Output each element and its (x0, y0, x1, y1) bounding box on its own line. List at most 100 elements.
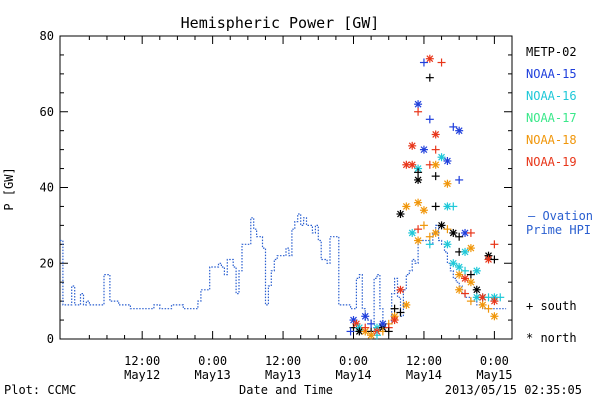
north-point (472, 285, 481, 294)
point-stroke (379, 320, 387, 328)
satellite-points (346, 54, 505, 340)
point-stroke (467, 278, 475, 286)
point-stroke (444, 203, 451, 210)
y-tick-label: 0 (47, 332, 54, 346)
point-stroke (455, 127, 463, 135)
south-point (384, 327, 393, 336)
north-point (390, 316, 399, 325)
south-point (419, 221, 428, 230)
south-point (466, 270, 475, 279)
x-tick-time: 12:00 (124, 354, 160, 368)
south-point (431, 145, 440, 154)
north-point (461, 274, 470, 283)
point-stroke (473, 293, 481, 301)
point-stroke (444, 180, 451, 188)
point-stroke (485, 256, 492, 263)
point-stroke (414, 237, 422, 244)
north-point (367, 331, 376, 340)
point-stroke (426, 55, 434, 63)
north-point (425, 54, 434, 63)
north-point (455, 263, 464, 272)
point-stroke (408, 161, 416, 169)
north-point (431, 228, 440, 237)
x-tick-date: May15 (476, 368, 512, 382)
south-point (466, 297, 475, 306)
point-stroke (408, 142, 416, 150)
south-point (425, 240, 434, 249)
x-tick-time: 0:00 (480, 354, 509, 368)
legend: METP-02 NOAA-15 NOAA-16 NOAA-17 NOAA-18 NOAA-… (526, 45, 577, 169)
south-point (449, 202, 458, 211)
point-stroke (414, 176, 422, 184)
point-stroke (490, 312, 498, 320)
marker-north-label: * north (526, 331, 577, 345)
south-point (437, 58, 446, 67)
x-tick-time: 0:00 (339, 354, 368, 368)
point-stroke (420, 146, 428, 154)
plot-frame (59, 35, 513, 340)
y-tick-label: 20 (40, 256, 54, 270)
x-tick-date: May13 (195, 368, 231, 382)
south-point (490, 240, 499, 249)
north-point (431, 160, 440, 169)
south-point (367, 319, 376, 328)
point-stroke (461, 248, 469, 256)
north-point (490, 297, 499, 306)
north-point (361, 312, 370, 321)
north-point (414, 175, 423, 184)
north-point (455, 285, 464, 294)
point-stroke (391, 316, 399, 324)
x-axis: 12:00May120:00May1312:00May130:00May1412… (88, 36, 512, 382)
point-stroke (350, 316, 357, 324)
point-stroke (408, 229, 416, 237)
point-stroke (367, 331, 375, 339)
south-point (396, 308, 405, 317)
point-stroke (355, 328, 363, 335)
legend-item: NOAA-17 (526, 111, 577, 125)
x-tick-date: May13 (265, 368, 301, 382)
point-stroke (461, 274, 469, 282)
ovation-line (60, 213, 507, 325)
south-point (346, 327, 355, 336)
point-stroke (420, 206, 428, 214)
south-point (419, 58, 428, 67)
point-stroke (455, 271, 463, 279)
north-point (408, 228, 417, 237)
marker-south-label: + south (526, 299, 577, 313)
north-point (378, 319, 387, 328)
north-point (396, 285, 405, 294)
point-stroke (473, 286, 481, 294)
north-point (396, 210, 405, 219)
north-point (414, 236, 423, 245)
south-point (443, 225, 452, 234)
south-point (461, 266, 470, 275)
south-point (414, 225, 423, 234)
x-tick-time: 12:00 (406, 354, 442, 368)
legend-item: NOAA-16 (526, 89, 577, 103)
y-tick-label: 40 (40, 181, 54, 195)
south-point (455, 232, 464, 241)
south-point (431, 202, 440, 211)
footer-credit: Plot: CCMC (4, 383, 76, 397)
point-stroke (444, 157, 451, 165)
south-point (466, 228, 475, 237)
plot-area (59, 35, 513, 340)
x-tick-date: May12 (124, 368, 160, 382)
north-point (437, 153, 446, 162)
north-point (437, 221, 446, 230)
point-stroke (397, 210, 404, 218)
point-stroke (490, 297, 498, 305)
north-point (455, 126, 464, 135)
chart-title: Hemispheric Power [GW] (181, 14, 380, 32)
ovation-series (60, 213, 507, 325)
point-stroke (461, 229, 469, 237)
north-point (455, 270, 464, 279)
south-point (490, 255, 499, 264)
north-point (449, 228, 458, 237)
north-point (414, 100, 423, 109)
footer-timestamp: 2013/05/15 02:35:05 (445, 383, 582, 397)
point-stroke (432, 161, 440, 169)
south-point (361, 323, 370, 332)
x-tick-time: 12:00 (265, 354, 301, 368)
